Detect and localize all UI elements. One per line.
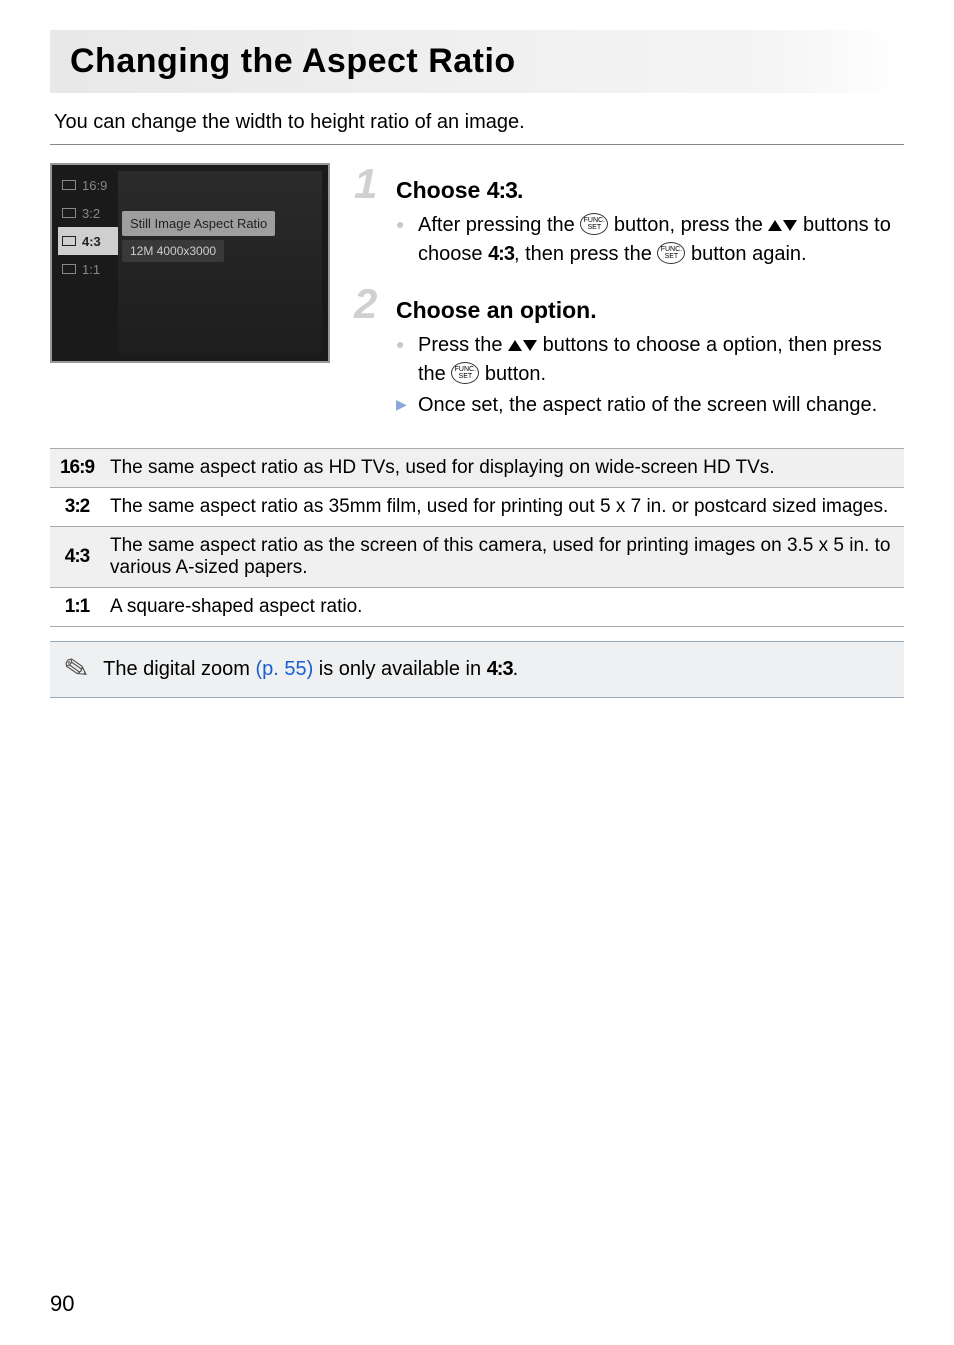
func-set-button-icon: FUNC.SET — [451, 362, 479, 384]
screenshot-ratio-option: 16:9 — [58, 171, 118, 199]
step-title: Choose an option. — [396, 297, 597, 324]
ratio-key: 4:3 — [50, 527, 104, 588]
pencil-icon: ✎ — [61, 650, 92, 689]
page-number: 90 — [50, 1291, 74, 1317]
screenshot-sublabel: 12M 4000x3000 — [122, 240, 224, 262]
ratio-key: 3:2 — [50, 488, 104, 527]
step: 1 Choose 4:3. After pressing the FUNC.SET … — [354, 163, 904, 269]
table-row: 4:3The same aspect ratio as the screen o… — [50, 527, 904, 588]
step-bullet: Once set, the aspect ratio of the screen… — [396, 391, 904, 420]
ratio-glyph: 4:3 — [488, 243, 514, 265]
camera-screenshot: 16:93:24:31:1 Still Image Aspect Ratio 1… — [50, 163, 330, 363]
section-title: Changing the Aspect Ratio — [70, 42, 884, 81]
ratio-desc: The same aspect ratio as the screen of t… — [104, 527, 904, 588]
ratio-key: 16:9 — [50, 449, 104, 488]
section-title-bar: Changing the Aspect Ratio — [50, 30, 904, 93]
up-down-buttons-icon — [508, 334, 537, 356]
ratio-desc: The same aspect ratio as 35mm film, used… — [104, 488, 904, 527]
steps-container: 1 Choose 4:3. After pressing the FUNC.SET … — [354, 163, 904, 434]
screenshot-ratio-option: 1:1 — [58, 255, 118, 283]
aspect-ratio-table: 16:9The same aspect ratio as HD TVs, use… — [50, 448, 904, 627]
ratio-key: 1:1 — [50, 588, 104, 627]
screenshot-label: Still Image Aspect Ratio — [122, 211, 275, 236]
step-number: 1 — [354, 163, 386, 205]
func-set-button-icon: FUNC.SET — [657, 242, 685, 264]
screenshot-ratio-option: 4:3 — [58, 227, 118, 255]
table-row: 1:1A square-shaped aspect ratio. — [50, 588, 904, 627]
instruction-row: 16:93:24:31:1 Still Image Aspect Ratio 1… — [50, 163, 904, 434]
divider — [50, 144, 904, 145]
table-row: 16:9The same aspect ratio as HD TVs, use… — [50, 449, 904, 488]
step: 2 Choose an option. Press the buttons to c… — [354, 283, 904, 420]
ratio-desc: A square-shaped aspect ratio. — [104, 588, 904, 627]
func-set-button-icon: FUNC.SET — [580, 213, 608, 235]
note-text: The digital zoom (p. 55) is only availab… — [103, 658, 518, 681]
step-bullet: Press the buttons to choose a option, th… — [396, 331, 904, 389]
note-box: ✎ The digital zoom (p. 55) is only avail… — [50, 641, 904, 698]
ratio-desc: The same aspect ratio as HD TVs, used fo… — [104, 449, 904, 488]
page-link[interactable]: (p. 55) — [255, 658, 313, 680]
step-number: 2 — [354, 283, 386, 325]
table-row: 3:2The same aspect ratio as 35mm film, u… — [50, 488, 904, 527]
step-bullet: After pressing the FUNC.SET button, pres… — [396, 211, 904, 269]
up-down-buttons-icon — [768, 214, 797, 236]
step-title: Choose 4:3. — [396, 177, 523, 204]
screenshot-ratio-option: 3:2 — [58, 199, 118, 227]
intro-text: You can change the width to height ratio… — [50, 111, 904, 134]
